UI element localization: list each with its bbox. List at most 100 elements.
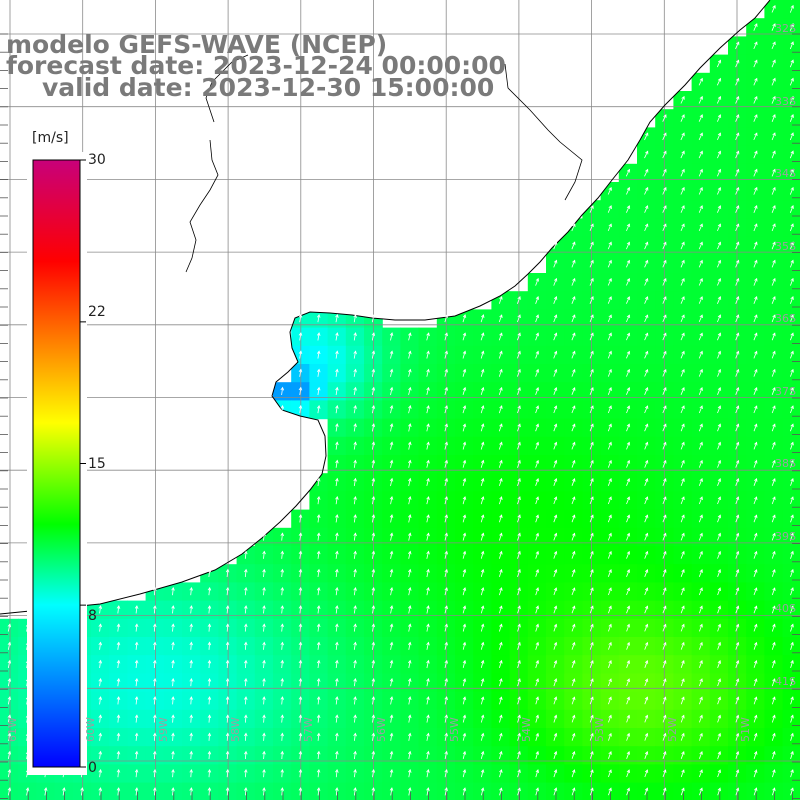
wind-arrow	[571, 587, 576, 596]
wind-arrow	[753, 59, 758, 68]
wind-arrow	[571, 641, 576, 650]
wind-arrow	[698, 150, 703, 159]
wind-arrow	[680, 168, 685, 177]
wind-arrow	[699, 732, 703, 741]
wind-arrow	[789, 59, 794, 68]
wind-arrow	[662, 296, 667, 304]
wind-arrow	[607, 532, 612, 541]
wind-arrow	[280, 768, 284, 778]
wind-arrow	[717, 769, 721, 778]
wind-arrow	[517, 587, 521, 596]
wind-arrow	[790, 769, 794, 778]
wind-arrow	[153, 787, 157, 796]
wind-arrow	[444, 532, 448, 541]
wind-arrow	[735, 77, 740, 86]
wind-arrow	[335, 441, 339, 450]
wind-arrow	[7, 768, 12, 778]
wind-arrow	[680, 569, 685, 577]
wind-arrow	[499, 750, 503, 760]
wind-arrow	[480, 605, 485, 614]
wind-arrow	[462, 477, 467, 487]
wind-arrow	[244, 605, 248, 614]
wind-arrow	[98, 623, 103, 632]
wind-arrow	[753, 314, 758, 323]
wind-arrow	[535, 296, 539, 304]
wind-arrow	[353, 696, 357, 705]
wind-arrow	[589, 459, 594, 468]
wind-arrow	[335, 659, 339, 669]
wind-arrow	[134, 659, 139, 669]
wind-arrow	[316, 350, 321, 359]
wind-arrow	[153, 768, 157, 778]
wind-arrow	[298, 386, 303, 396]
wind-arrow	[699, 605, 703, 614]
wind-arrow	[680, 314, 685, 323]
wind-arrow	[225, 677, 230, 687]
wind-arrow	[626, 514, 631, 523]
wind-arrow	[189, 696, 193, 705]
wind-arrow	[371, 605, 376, 614]
wind-arrow	[771, 641, 776, 650]
wind-arrow	[698, 332, 703, 341]
wind-arrow	[662, 132, 667, 141]
wind-arrow	[753, 550, 758, 559]
wind-arrow	[480, 750, 485, 760]
wind-arrow	[789, 205, 794, 213]
wind-arrow	[626, 314, 631, 323]
wind-arrow	[662, 205, 667, 213]
wind-arrow	[499, 641, 503, 650]
wind-arrow	[335, 732, 339, 741]
wind-arrow	[171, 696, 175, 705]
wind-arrow	[371, 423, 376, 432]
wind-arrow	[589, 550, 594, 559]
wind-arrow	[462, 405, 467, 414]
wind-arrow	[753, 223, 758, 232]
wind-arrow	[553, 496, 558, 505]
wind-arrow	[444, 568, 448, 577]
wind-arrow	[371, 368, 376, 377]
wind-arrow	[771, 223, 776, 232]
wind-arrow	[371, 641, 376, 650]
wind-arrow	[116, 750, 121, 760]
wind-arrow	[462, 550, 467, 559]
wind-arrow	[316, 659, 321, 669]
wind-arrow	[698, 587, 703, 596]
wind-arrow	[80, 787, 84, 796]
wind-arrow	[571, 787, 576, 796]
wind-arrow	[771, 441, 776, 450]
wind-arrow	[680, 277, 685, 286]
wind-arrow	[444, 386, 448, 396]
wind-arrow	[735, 186, 740, 195]
wind-arrow	[571, 732, 576, 741]
lon-label: 53W	[593, 717, 606, 742]
wind-arrow	[371, 350, 376, 359]
wind-arrow	[717, 132, 722, 141]
wind-arrow	[553, 641, 558, 650]
wind-arrow	[98, 732, 103, 741]
wind-arrow	[662, 605, 667, 614]
wind-arrow	[316, 386, 321, 396]
wind-arrow	[244, 714, 248, 723]
wind-arrow	[371, 732, 376, 741]
wind-arrow	[735, 732, 740, 741]
wind-arrow	[353, 350, 357, 359]
wind-arrow	[335, 459, 339, 468]
wind-arrow	[698, 114, 703, 122]
wind-arrow	[62, 787, 66, 796]
wind-arrow	[698, 168, 703, 177]
wind-arrow	[735, 368, 740, 377]
wind-arrow	[553, 696, 558, 705]
wind-arrow	[244, 586, 248, 596]
wind-arrow	[444, 514, 448, 523]
wind-arrow	[171, 623, 175, 632]
wind-arrow	[444, 441, 448, 450]
wind-arrow	[426, 368, 430, 377]
wind-arrow	[316, 550, 321, 559]
wind-arrow	[535, 769, 539, 778]
wind-arrow	[517, 659, 521, 669]
wind-arrow	[280, 568, 285, 578]
wind-arrow	[280, 386, 285, 396]
wind-arrow	[735, 350, 740, 359]
wind-arrow	[298, 313, 303, 323]
wind-arrow	[244, 768, 248, 778]
